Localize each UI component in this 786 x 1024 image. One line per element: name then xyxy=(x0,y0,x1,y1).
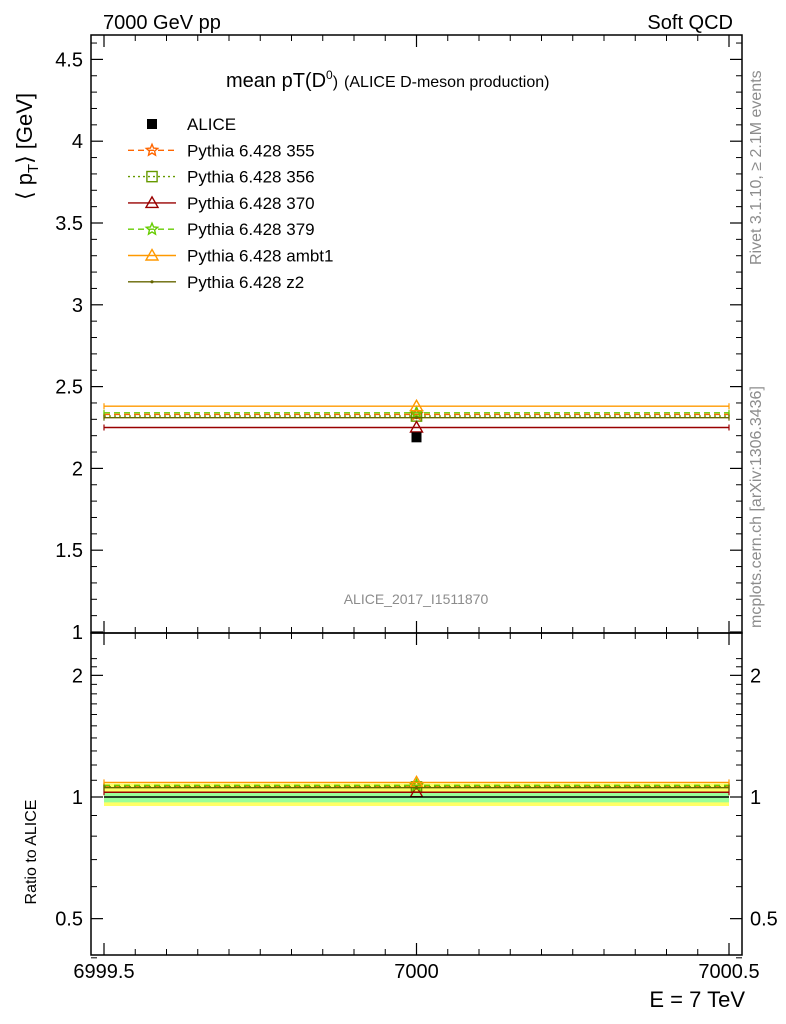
marker-star xyxy=(144,142,160,157)
marker-square xyxy=(147,119,157,129)
rivet-label: Rivet 3.1.10, ≥ 2.1M events xyxy=(748,70,765,265)
y-axis-label-main: ⟨ p xyxy=(12,173,37,200)
y-axis-label-unit: ⟩ [GeV] xyxy=(12,93,37,164)
marker-square xyxy=(411,432,422,443)
chart-title-main: mean pT(D xyxy=(226,70,326,92)
marker-triangle-open xyxy=(144,195,160,209)
ratio-y-tick-label-right: 0.5 xyxy=(750,909,778,931)
ratio-y-tick-label: 2 xyxy=(72,665,83,687)
x-tick-label: 7000.5 xyxy=(698,961,759,983)
marker-dot xyxy=(414,416,419,420)
marker-triangle-open xyxy=(409,420,424,433)
y-tick-label: 4.5 xyxy=(55,49,83,71)
ratio-y-tick-label-right: 2 xyxy=(750,665,761,687)
legend-label: Pythia 6.428 379 xyxy=(187,220,315,239)
chart-title-close: ) xyxy=(333,74,338,91)
y-tick-label: 3 xyxy=(72,295,83,317)
legend-entry: Pythia 6.428 355 xyxy=(128,141,315,160)
y-axis-label-sub: T xyxy=(25,164,42,173)
legend-label: Pythia 6.428 ambt1 xyxy=(187,247,333,266)
legend-entry: ALICE xyxy=(147,115,236,134)
x-axis-label: E = 7 TeV xyxy=(649,987,745,1012)
mcplots-label: mcplots.cern.ch [arXiv:1306.3436] xyxy=(748,386,765,628)
y-tick-label: 4 xyxy=(72,131,83,153)
ratio-y-tick-label: 1 xyxy=(72,787,83,809)
y-axis-label: ⟨ pT⟩ [GeV] xyxy=(12,93,42,200)
header-right: Soft QCD xyxy=(647,12,733,34)
legend-label: ALICE xyxy=(187,115,236,134)
legend-label: Pythia 6.428 z2 xyxy=(187,273,304,292)
legend-label: Pythia 6.428 356 xyxy=(187,168,315,187)
legend-label: Pythia 6.428 370 xyxy=(187,194,315,213)
marker-dot xyxy=(414,786,419,790)
legend-entry: Pythia 6.428 356 xyxy=(128,168,315,187)
marker-star xyxy=(144,221,160,236)
main-panel-content xyxy=(103,398,730,443)
axis-ticks: 1 1.5 2 2.5 3 3.5 4 4.5 0.5 0.5 1 1 2 2 6999.5 7000 7000… xyxy=(55,35,778,983)
ratio-panel-content xyxy=(103,774,730,807)
chart-title-sup: 0 xyxy=(326,68,333,82)
y-tick-label: 1 xyxy=(72,622,83,644)
y-tick-label: 2 xyxy=(72,458,83,480)
legend-entry: Pythia 6.428 z2 xyxy=(128,273,304,292)
marker-square-open xyxy=(146,170,158,183)
header-left: 7000 GeV pp xyxy=(103,12,221,34)
chart-title: mean pT(D0) (ALICE D-meson production) xyxy=(226,68,549,92)
analysis-id: ALICE_2017_I1511870 xyxy=(344,591,489,607)
x-tick-label: 6999.5 xyxy=(73,961,134,983)
marker-triangle-open xyxy=(409,398,424,412)
legend-entry: Pythia 6.428 379 xyxy=(128,220,315,239)
ratio-y-tick-label: 0.5 xyxy=(55,909,83,931)
y-tick-label: 3.5 xyxy=(55,213,83,235)
y-tick-label: 1.5 xyxy=(55,540,83,562)
chart-title-sub: (ALICE D-meson production) xyxy=(344,74,549,91)
legend-label: Pythia 6.428 355 xyxy=(187,141,315,160)
y-tick-label: 2.5 xyxy=(55,377,83,399)
legend-entry: Pythia 6.428 370 xyxy=(128,194,315,213)
marker-dot xyxy=(150,280,154,284)
legend-entry: Pythia 6.428 ambt1 xyxy=(128,247,333,266)
ratio-y-axis-label: Ratio to ALICE xyxy=(23,800,40,905)
x-tick-label: 7000 xyxy=(394,961,439,983)
marker-triangle-open xyxy=(144,248,160,261)
ratio-y-tick-label-right: 1 xyxy=(750,787,761,809)
legend: ALICE Pythia 6.428 355 Pythia 6.428 356 Pyt… xyxy=(128,115,333,292)
